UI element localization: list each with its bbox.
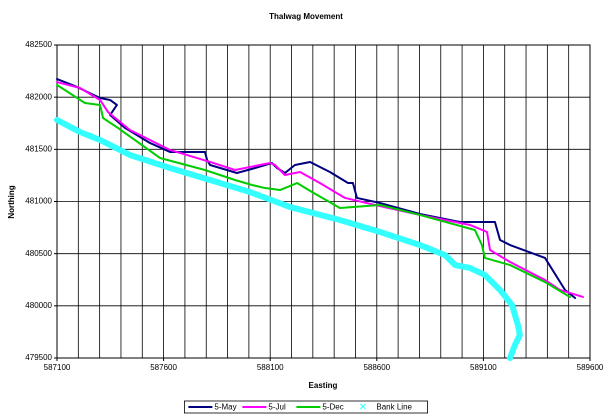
y-tick-label: 481000 (25, 197, 52, 206)
x-tick-label: 589100 (470, 363, 497, 372)
x-tick-label: 588600 (363, 363, 390, 372)
legend-marker (359, 403, 366, 410)
y-axis-label: Northing (7, 185, 16, 218)
x-tick-label: 587600 (150, 363, 177, 372)
y-tick-label: 480000 (25, 301, 52, 310)
y-tick-label: 482000 (25, 92, 52, 101)
legend-label: 5-May (214, 403, 236, 412)
series-line (56, 81, 584, 298)
y-tick-label: 482500 (25, 40, 52, 49)
legend: 5-May 5-Jul 5-Dec Bank Line (183, 400, 428, 414)
legend-label: Bank Line (376, 403, 412, 412)
legend-label: 5-Jul (268, 403, 286, 412)
y-tick-label: 480500 (25, 249, 52, 258)
series-line (56, 83, 571, 298)
x-tick-label: 588100 (257, 363, 284, 372)
x-tick-label: 589600 (577, 363, 604, 372)
y-tick-label: 481500 (25, 144, 52, 153)
chart-title: Thalwag Movement (269, 12, 343, 21)
marker-line (54, 117, 523, 361)
x-axis-label: Easting (309, 381, 338, 390)
y-tick-label: 479500 (25, 353, 52, 362)
x-tick-label: 587100 (44, 363, 71, 372)
legend-label: 5-Dec (322, 403, 343, 412)
